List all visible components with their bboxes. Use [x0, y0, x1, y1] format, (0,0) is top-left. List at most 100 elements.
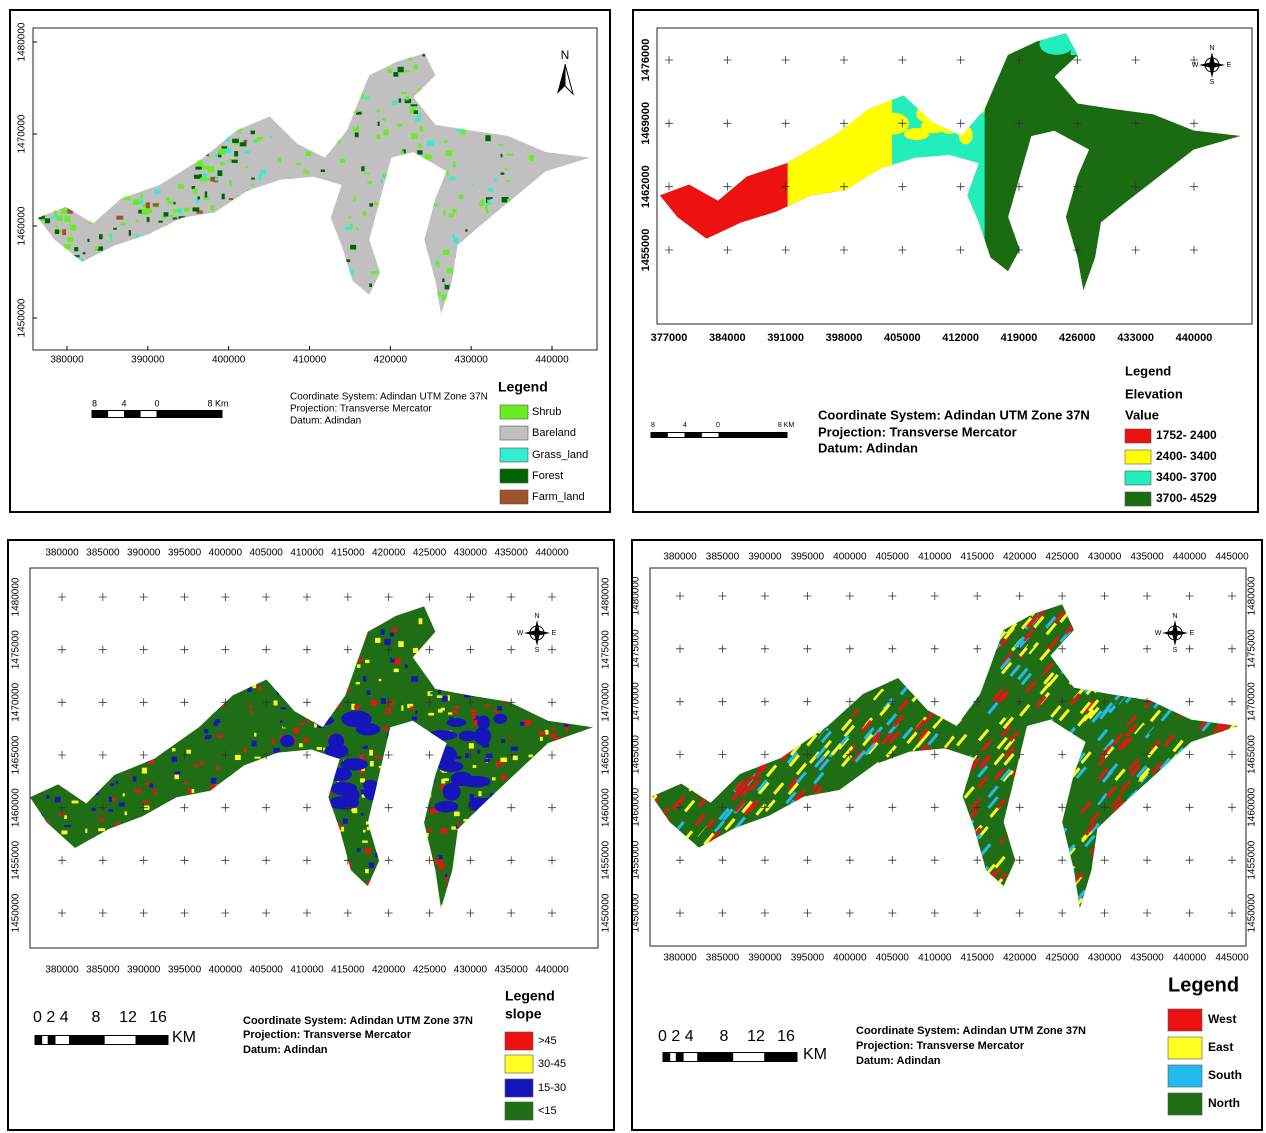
- land-patch: [353, 195, 355, 201]
- slope-patch: [228, 731, 232, 735]
- slope-patch: [72, 801, 79, 804]
- slope-patch: [520, 722, 524, 726]
- slope-patch: [172, 756, 178, 761]
- x-tick-label: 385000: [86, 965, 120, 976]
- land-patch: [208, 166, 215, 172]
- land-patch: [67, 237, 73, 242]
- slope-patch: [122, 808, 127, 810]
- x-tick-label: 398000: [826, 332, 863, 344]
- land-patch: [453, 209, 457, 214]
- land-patch: [142, 209, 146, 213]
- legend-label: 30-45: [538, 1058, 566, 1070]
- land-patch: [453, 238, 458, 243]
- land-patch: [371, 129, 375, 132]
- legend-swatch: [505, 1102, 533, 1120]
- land-patch: [367, 272, 370, 277]
- x-tick-label: 420000: [372, 965, 406, 976]
- slope-patch: [194, 764, 197, 767]
- compass-label: E: [1190, 630, 1195, 637]
- land-patch: [195, 167, 201, 170]
- slope-patch: [398, 641, 403, 647]
- legend-swatch: [1125, 492, 1151, 506]
- slope-patch: [385, 687, 388, 691]
- y-tick-label: 1465000: [1247, 735, 1258, 774]
- slope-patch: [264, 692, 266, 698]
- map-panel: 3800003800003850003850003900003900003950…: [631, 540, 1262, 1130]
- land-patch: [70, 225, 76, 231]
- legend-swatch: [505, 1079, 533, 1097]
- scale-segment: [92, 411, 108, 418]
- x-tick-label: 385000: [86, 548, 120, 559]
- y-tick-label: 1465000: [631, 735, 642, 774]
- land-patch: [56, 225, 58, 228]
- x-tick-label: 435000: [1130, 953, 1164, 964]
- legend-title: Legend: [505, 988, 555, 1004]
- x-tick-label: 425000: [1045, 552, 1079, 563]
- projection-info: Coordinate System: Adindan UTM Zone 37N: [818, 407, 1090, 422]
- land-patch: [374, 151, 380, 153]
- y-tick-label: 1480000: [11, 577, 22, 616]
- land-patch: [500, 173, 504, 175]
- slope-patch: [331, 782, 357, 795]
- land-patch: [499, 181, 504, 185]
- slope-patch: [357, 848, 361, 852]
- land-patch: [462, 135, 469, 140]
- slope-patch: [513, 756, 518, 761]
- legend-swatch: [1168, 1037, 1202, 1059]
- slope-patch: [254, 733, 256, 737]
- slope-patch: [501, 775, 506, 780]
- slope-patch: [115, 822, 119, 825]
- land-patch: [218, 149, 225, 155]
- land-patch: [372, 73, 376, 78]
- land-patch: [375, 131, 378, 135]
- land-patch: [345, 244, 350, 247]
- x-tick-label: 440000: [1173, 552, 1207, 563]
- land-patch: [55, 229, 59, 233]
- y-tick-label: 1460000: [631, 787, 642, 826]
- land-patch: [433, 269, 440, 273]
- slope-patch: [299, 723, 305, 725]
- legend-label: 1752- 2400: [1156, 428, 1217, 442]
- x-tick-label: 440000: [535, 548, 569, 559]
- x-tick-label: 380000: [663, 552, 697, 563]
- map-panel: 3800003900004000004100004200004300004400…: [10, 10, 610, 512]
- land-patch: [441, 289, 444, 293]
- slope-patch: [383, 727, 388, 731]
- land-patch: [319, 163, 326, 165]
- map-figure: 3800003900004000004100004200004300004400…: [0, 0, 1266, 1133]
- slope-patch: [565, 727, 569, 732]
- y-tick-label: 1469000: [640, 102, 652, 145]
- land-patch: [506, 186, 510, 190]
- slope-patch: [374, 756, 381, 758]
- slope-patch: [204, 729, 208, 733]
- slope-patch: [428, 713, 434, 716]
- land-patch: [492, 164, 498, 170]
- land-patch: [400, 151, 404, 154]
- y-tick-label: 1450000: [1247, 893, 1258, 932]
- land-patch: [364, 133, 370, 138]
- land-patch: [387, 88, 392, 91]
- compass-label: N: [534, 613, 539, 620]
- land-patch: [245, 166, 249, 168]
- x-tick-label: 380000: [45, 965, 79, 976]
- legend-label: Forest: [532, 470, 563, 482]
- land-patch: [159, 221, 163, 223]
- y-tick-label: 1460000: [17, 206, 28, 245]
- slope-patch: [405, 680, 410, 685]
- land-patch: [403, 70, 410, 72]
- land-patch: [348, 195, 354, 200]
- x-tick-label: 400000: [209, 548, 243, 559]
- land-patch: [61, 208, 66, 214]
- land-patch: [251, 178, 255, 180]
- slope-patch: [343, 819, 348, 824]
- projection-info: Datum: Adindan: [856, 1055, 941, 1067]
- x-tick-label: 433000: [1117, 332, 1154, 344]
- x-tick-label: 405000: [249, 965, 283, 976]
- y-tick-label: 1475000: [1247, 629, 1258, 668]
- slope-patch: [109, 809, 113, 812]
- land-patch: [452, 235, 455, 238]
- land-patch: [146, 202, 150, 208]
- land-patch: [398, 67, 404, 72]
- land-patch: [374, 201, 376, 205]
- y-tick-label: 1476000: [640, 39, 652, 82]
